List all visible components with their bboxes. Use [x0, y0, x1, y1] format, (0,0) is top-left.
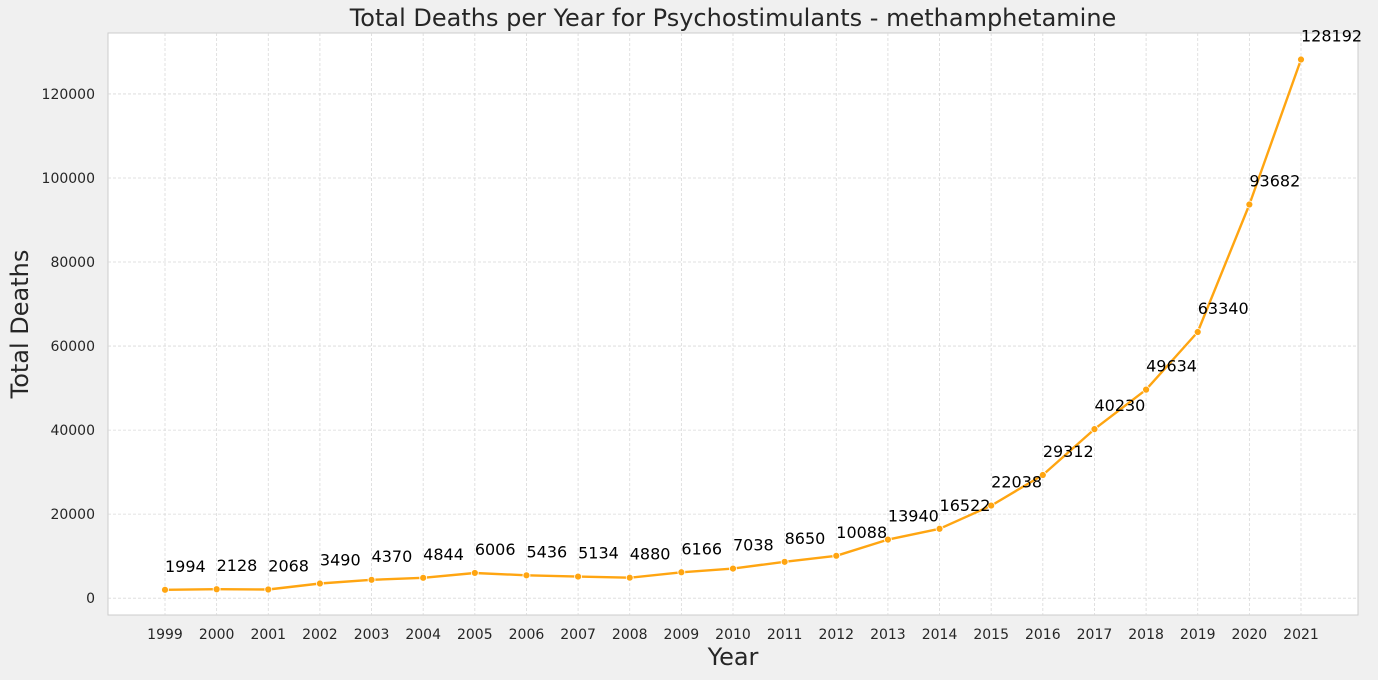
x-tick-label: 2014 [922, 627, 958, 643]
x-tick-label: 2011 [767, 627, 803, 643]
y-tick-labels: 0 20000 40000 60000 80000 100000 120000 [42, 87, 95, 607]
x-tick-label: 2004 [405, 627, 441, 643]
y-tick-label: 0 [86, 591, 95, 607]
data-point [625, 573, 634, 582]
data-point [729, 564, 737, 573]
data-label: 5134 [578, 544, 619, 563]
x-tick-label: 2008 [612, 627, 648, 643]
y-tick-label: 60000 [50, 339, 95, 355]
data-point [1142, 385, 1150, 394]
data-point [161, 585, 169, 594]
data-point [677, 568, 686, 577]
data-point [367, 575, 376, 584]
x-tick-label: 2013 [870, 627, 906, 643]
data-label: 10088 [836, 523, 887, 542]
x-tick-label: 2007 [560, 627, 596, 643]
data-point [780, 557, 789, 566]
x-tick-label: 2012 [818, 627, 854, 643]
data-point [1090, 425, 1099, 434]
x-tick-label: 2001 [250, 627, 286, 643]
data-label: 8650 [785, 529, 826, 548]
data-point [987, 501, 996, 510]
data-label: 22038 [991, 473, 1042, 492]
data-label: 3490 [320, 551, 361, 570]
y-tick-label: 120000 [42, 87, 95, 103]
y-tick-label: 20000 [50, 507, 95, 523]
data-label: 16522 [940, 496, 991, 515]
data-point [1038, 471, 1047, 479]
data-point [1245, 200, 1254, 209]
x-axis-label: Year [707, 643, 759, 671]
data-point [264, 585, 273, 594]
x-tick-label: 1999 [147, 627, 183, 643]
x-tick-label: 2018 [1128, 627, 1164, 643]
data-label: 6006 [475, 540, 516, 559]
y-tick-label: 100000 [42, 171, 95, 187]
x-tick-label: 2010 [715, 627, 751, 643]
data-label: 93682 [1249, 172, 1300, 191]
data-label: 13940 [888, 507, 939, 526]
data-point [935, 524, 944, 533]
x-tick-label: 2021 [1283, 627, 1319, 643]
data-point [884, 535, 892, 544]
data-label: 4880 [630, 545, 671, 564]
x-tick-label: 2000 [199, 627, 235, 643]
x-tick-label: 2016 [1025, 627, 1061, 643]
data-label: 2128 [217, 556, 258, 575]
x-tick-label: 2005 [457, 627, 493, 643]
data-label: 1994 [165, 557, 206, 576]
chart-title: Total Deaths per Year for Psychostimulan… [349, 4, 1117, 32]
x-tick-label: 2017 [1077, 627, 1113, 643]
data-label: 128192 [1301, 27, 1362, 46]
data-label: 4370 [372, 547, 413, 566]
data-label: 6166 [681, 539, 722, 558]
data-point [316, 579, 324, 588]
data-points [161, 55, 1305, 594]
x-tick-label: 2006 [509, 627, 545, 643]
data-point [1297, 55, 1305, 64]
data-point [574, 572, 582, 581]
y-axis-label: Total Deaths [6, 250, 34, 400]
data-label: 49634 [1146, 357, 1197, 376]
data-label: 5436 [526, 542, 567, 561]
grid-lines [108, 33, 1358, 615]
data-point [522, 571, 531, 580]
data-point [1193, 328, 1202, 336]
y-tick-label: 40000 [50, 423, 95, 439]
data-point [419, 573, 428, 582]
x-tick-label: 2002 [302, 627, 338, 643]
data-label: 63340 [1198, 299, 1249, 318]
data-label: 2068 [268, 557, 309, 576]
x-tick-labels: 1999 2000 2001 2002 2003 2004 2005 2006 2007 2008… [147, 627, 1319, 643]
x-tick-label: 2020 [1232, 627, 1268, 643]
data-point [832, 551, 841, 560]
data-label: 29312 [1043, 442, 1094, 461]
data-label: 7038 [733, 536, 774, 555]
y-tick-label: 80000 [50, 255, 95, 271]
x-tick-label: 2015 [973, 627, 1009, 643]
data-labels: 1994 2128 2068 3490 4370 4844 6006 5436 5134 4880… [165, 27, 1362, 576]
data-label: 4844 [423, 545, 464, 564]
data-label: 40230 [1094, 396, 1145, 415]
x-tick-label: 2019 [1180, 627, 1216, 643]
x-tick-label: 2009 [664, 627, 700, 643]
data-point [212, 585, 221, 594]
x-tick-label: 2003 [354, 627, 390, 643]
data-point [470, 569, 479, 577]
